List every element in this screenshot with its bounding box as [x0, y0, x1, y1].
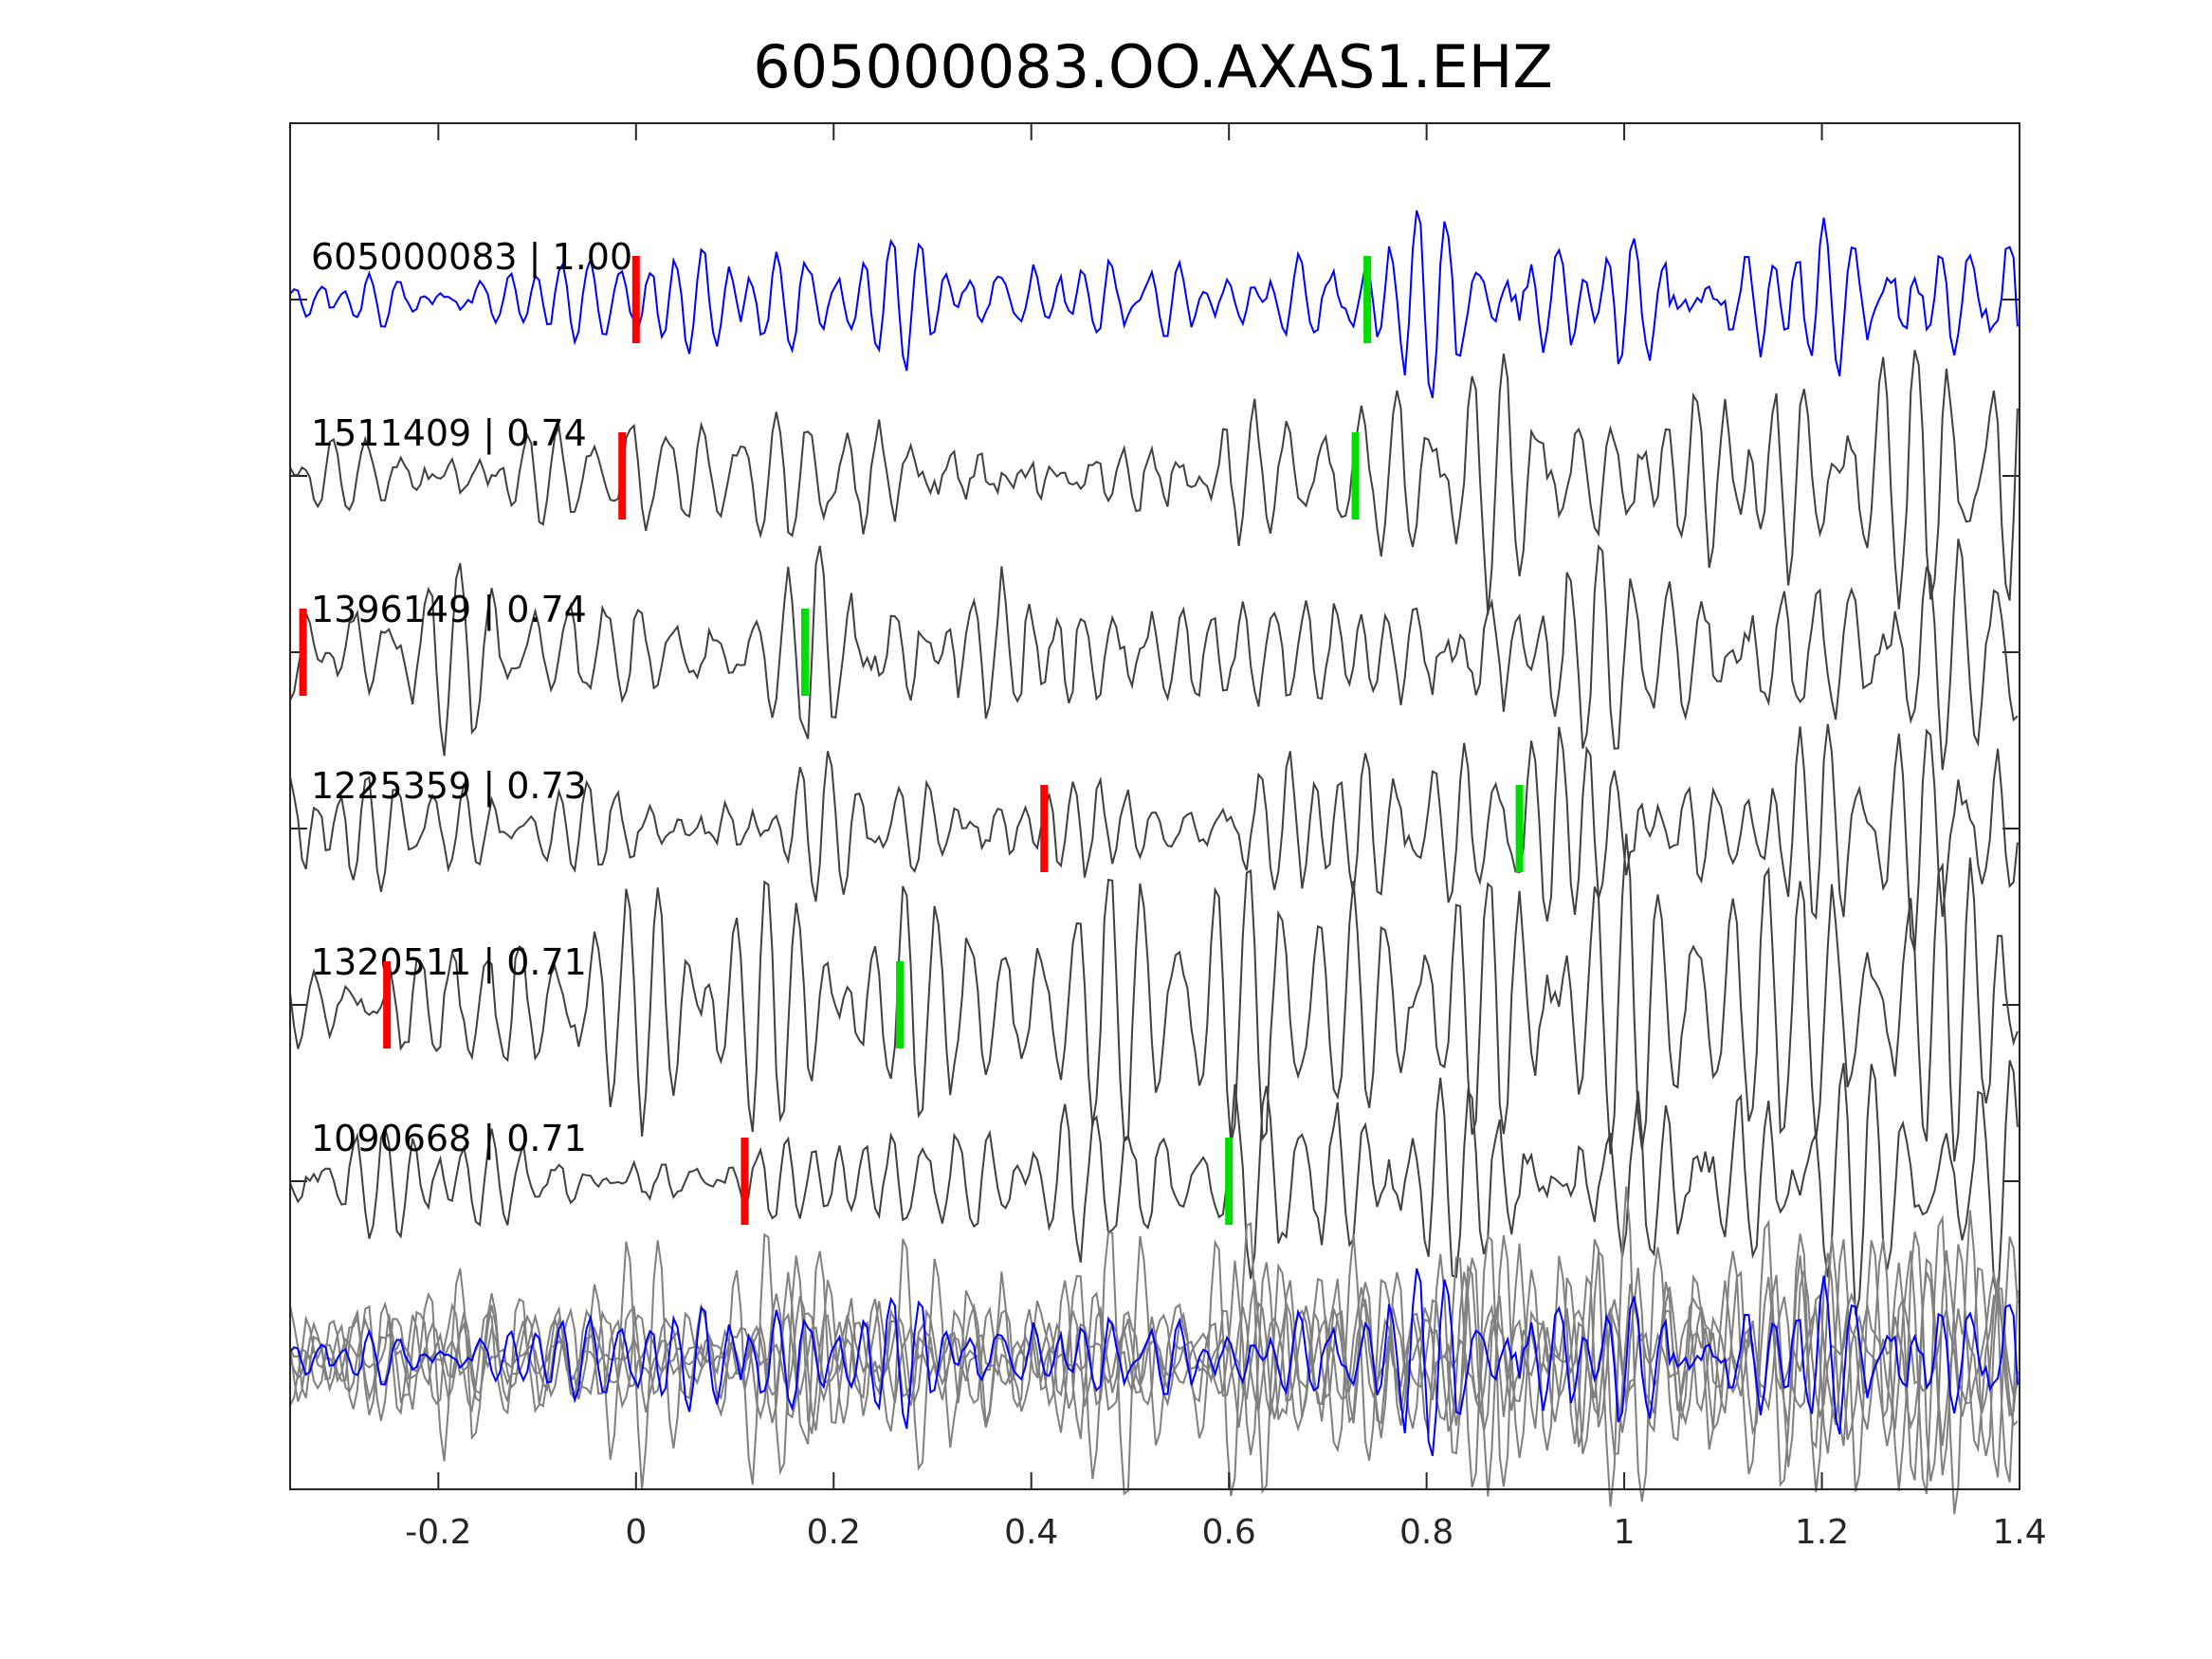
x-tick-label: -0.2: [405, 1513, 471, 1552]
x-axis: -0.2 0 0.2 0.4 0.6 0.8 1 1.2 1.4: [405, 123, 2047, 1552]
trace-label: 605000083 | 1.00: [311, 236, 632, 279]
stack-trace-line: [289, 1236, 2019, 1492]
trace-1225359: 1225359 | 0.73: [289, 723, 2020, 952]
trace-label: 1090668 | 0.71: [311, 1118, 587, 1160]
trace-label: 1511409 | 0.74: [311, 412, 587, 455]
trace-label: 1225359 | 0.73: [311, 765, 587, 808]
x-tick-label: 0: [625, 1513, 647, 1552]
waveform-line: [289, 350, 2019, 615]
trace-1511409: 1511409 | 0.74: [289, 350, 2020, 615]
x-tick-label: 1.4: [1992, 1513, 2046, 1552]
x-tick-label: 0.6: [1202, 1513, 1256, 1552]
x-tick-label: 0.2: [807, 1513, 861, 1552]
x-tick-label: 0.8: [1399, 1513, 1453, 1552]
x-tick-label: 1: [1614, 1513, 1636, 1552]
stack-overlay: [289, 1186, 2019, 1515]
waveform-line: [289, 538, 2019, 771]
chart-title: 605000083.OO.AXAS1.EHZ: [753, 32, 1553, 101]
trace-label: 1396149 | 0.74: [311, 589, 587, 631]
x-tick-label: 1.2: [1795, 1513, 1849, 1552]
stack-reference-line: [289, 1267, 2019, 1457]
traces-group: 605000083 | 1.00 1511409 | 0.74 1396149 | …: [289, 210, 2020, 1515]
trace-label: 1320511 | 0.71: [311, 941, 587, 984]
trace-605000083: 605000083 | 1.00: [289, 210, 2020, 399]
waveform-line: [289, 210, 2019, 399]
trace-1396149: 1396149 | 0.74: [289, 538, 2020, 771]
waveform-line: [289, 1060, 2019, 1316]
waveform-line: [289, 833, 2019, 1162]
x-tick-label: 0.4: [1004, 1513, 1058, 1552]
trace-1090668: 1090668 | 0.71: [289, 1060, 2020, 1316]
waveform-line: [289, 723, 2019, 952]
plot-frame: [289, 122, 2020, 1490]
trace-1320511: 1320511 | 0.71: [289, 833, 2020, 1162]
stack-trace-line: [289, 1186, 2019, 1515]
